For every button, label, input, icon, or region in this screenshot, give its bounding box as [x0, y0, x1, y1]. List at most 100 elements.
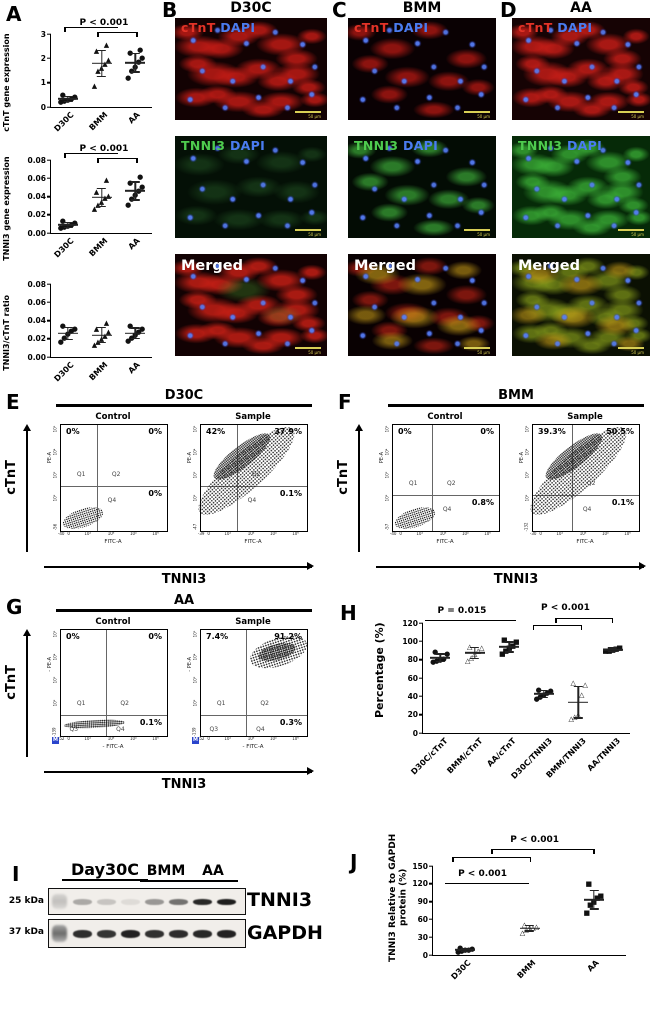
- image-label: cTnT DAPI: [518, 20, 593, 35]
- y-tick-mark: [419, 732, 423, 734]
- y-tick-mark: [47, 106, 51, 108]
- p-value: P < 0.001: [510, 835, 560, 845]
- x-axis-title: TNNI3: [161, 777, 207, 792]
- quadrant-percent: 0%: [148, 489, 162, 499]
- panel-f-label: F: [338, 390, 352, 414]
- y-tick-label: 150: [412, 861, 428, 871]
- protein-band: [121, 929, 140, 938]
- y-axis-title: cTnT: [4, 665, 19, 700]
- x-tick-label: -39: [197, 531, 205, 536]
- data-point: ■: [616, 643, 624, 652]
- y-tick-label: 10⁴: [524, 448, 530, 456]
- y-tick-label: -132: [523, 522, 529, 532]
- category-label: AA/TNNI3: [585, 736, 622, 773]
- data-point: △: [475, 646, 481, 655]
- subplot-title: Sample: [235, 412, 271, 422]
- y-axis-label: TNNI3 gene expression: [2, 156, 11, 261]
- y-tick-label: 10⁵: [524, 426, 530, 433]
- quadrant-label: Q2: [120, 699, 129, 707]
- x-tick-label: 10³: [247, 736, 255, 741]
- data-point: ●: [125, 200, 132, 209]
- quadrant-label: Q2: [447, 479, 456, 487]
- x-tick-label: -40: [389, 531, 397, 536]
- data-point: ●: [71, 324, 78, 333]
- protein-band: [169, 898, 188, 905]
- cell-cluster: [60, 502, 107, 533]
- quadrant-percent: 0.1%: [279, 489, 302, 499]
- y-tick-label: -56: [52, 523, 58, 531]
- x-tick-label: 10⁴: [461, 531, 469, 536]
- category-label: D30C: [52, 236, 76, 260]
- x-tick-label: 10²: [84, 531, 92, 536]
- scatter-box: 42% 37.9% 0.1% Q2 Q4: [188, 415, 308, 532]
- plot-area: P < 0.001 P < 0.001 0306090120150D30C●●●…: [412, 836, 626, 981]
- mean-line: [91, 196, 112, 199]
- gate-vline: [245, 630, 247, 736]
- title-underline: [388, 404, 644, 407]
- y-tick-label: 0.06: [27, 297, 46, 307]
- data-point: ●: [136, 329, 142, 336]
- data-point: ●: [469, 946, 475, 953]
- ctnt-dapi-image: cTnT DAPI 50 μm: [348, 18, 496, 120]
- data-point: ■: [602, 647, 610, 656]
- data-point: ▲: [102, 194, 108, 203]
- x-tick-label: 10²: [84, 736, 92, 741]
- category-label: D30C: [52, 110, 76, 134]
- flow-plot-control: Control PE-A 10² 10³ 10⁴ 10⁵ -57 0% 0% 0.8% …: [376, 412, 504, 562]
- x-tick-label: 10⁴: [601, 531, 609, 536]
- x-tick-label: 10³: [579, 531, 587, 536]
- significance-line: [425, 620, 517, 627]
- y-tick-label: -47: [192, 523, 198, 531]
- mean-line: [57, 332, 78, 335]
- y-tick-mark: [419, 622, 423, 624]
- x-ticks: -39 0 10² 10³ 10⁴ 10⁵: [197, 531, 306, 538]
- panel-b-label: B: [162, 0, 178, 22]
- data-point: ●: [137, 173, 144, 182]
- gate-vline: [97, 425, 99, 531]
- x-tick-label: 10⁵: [152, 736, 159, 741]
- y-tick-label: 10⁵: [192, 631, 198, 638]
- y-tick-label: -139: [51, 727, 57, 737]
- y-tick-label: 10²: [524, 494, 530, 502]
- quadrant-percent: 0.8%: [471, 497, 494, 507]
- y-tick-label: 10²: [52, 699, 58, 707]
- y-axis-label: cTnT gene expression: [2, 33, 11, 132]
- data-point: ▲: [93, 324, 100, 333]
- y-tick-mark: [419, 658, 423, 661]
- x-tick-label: 10⁵: [624, 531, 631, 536]
- x-ticks: -40 0 10² 10³ 10⁴ 10⁵: [389, 531, 498, 538]
- title-underline: [56, 609, 312, 612]
- data-point: ▲: [95, 66, 101, 75]
- scale-bar-label: 50 μm: [631, 114, 644, 119]
- y-tick-mark: [419, 677, 423, 679]
- data-point: ▲: [103, 176, 110, 185]
- data-point: ■: [583, 909, 591, 918]
- plot-area: P < 0.001 0.000.020.040.060.08D30C●●●●●●…: [27, 145, 152, 259]
- category-label: BMM: [86, 236, 109, 259]
- data-point: ●: [72, 94, 78, 101]
- y-axis-label: Percentage (%): [373, 622, 386, 719]
- fitc-a-axis-label: - FITC-A: [242, 744, 264, 750]
- p-value: P = 0.015: [437, 606, 487, 616]
- data-point: ●: [57, 98, 64, 107]
- y-tick-mark: [47, 319, 51, 322]
- significance-bracket: [64, 153, 118, 160]
- y-tick-label: 0.02: [27, 210, 46, 219]
- subplot-title: Control: [95, 412, 131, 422]
- y-tick-label: 10²: [384, 494, 390, 502]
- column-title: D30C: [230, 0, 272, 16]
- image-label: Merged: [354, 258, 417, 274]
- flow-plot-control: Control - PE-A 10² 10³ 10⁴ 10⁵ -139 0% 0% 0.…: [44, 617, 172, 767]
- x-tick-label: 10³: [439, 531, 447, 536]
- mean-line: [568, 701, 589, 704]
- y-tick-label: 10³: [192, 471, 198, 479]
- y-tick-label: 120: [412, 879, 428, 889]
- x-tick-label: 0: [207, 531, 210, 536]
- quadrant-percent: 7.4%: [206, 632, 229, 641]
- y-tick-label: -57: [384, 523, 390, 531]
- quadrant-label: Q4: [256, 725, 265, 733]
- fitc-a-axis-label: FITC-A: [244, 539, 262, 545]
- panel-b: B D30C cTnT DAPI 50 μm TNNI3 DAPI 50 μm …: [160, 0, 330, 385]
- data-point: ▲: [103, 319, 110, 328]
- column-title: BMM: [402, 0, 442, 16]
